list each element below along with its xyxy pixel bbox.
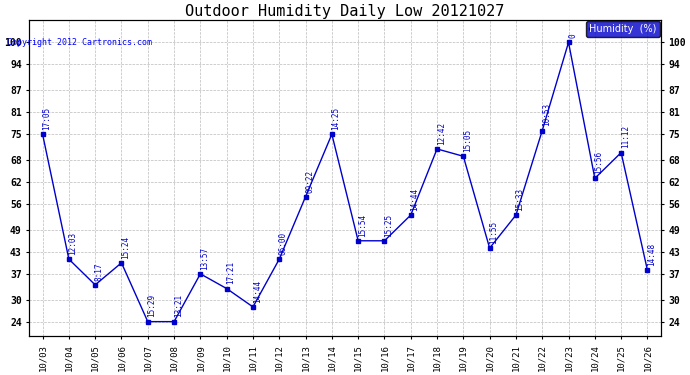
Title: Outdoor Humidity Daily Low 20121027: Outdoor Humidity Daily Low 20121027 [186, 4, 504, 19]
Text: 14:44: 14:44 [411, 188, 420, 211]
Text: 15:33: 15:33 [515, 188, 524, 211]
Text: 15:54: 15:54 [358, 213, 367, 237]
Text: 15:05: 15:05 [463, 129, 472, 152]
Text: 15:24: 15:24 [121, 236, 130, 259]
Text: 15:56: 15:56 [595, 151, 604, 174]
Text: 17:05: 17:05 [42, 107, 51, 130]
Text: 11:12: 11:12 [621, 125, 630, 148]
Text: 12:42: 12:42 [437, 122, 446, 145]
Text: 15:25: 15:25 [384, 213, 393, 237]
Text: 13:21: 13:21 [174, 294, 183, 318]
Text: 14:44: 14:44 [253, 280, 262, 303]
Text: 06:00: 06:00 [279, 232, 288, 255]
Text: 13:57: 13:57 [200, 247, 209, 270]
Text: 0: 0 [568, 34, 578, 38]
Text: 10:53: 10:53 [542, 103, 551, 126]
Text: Copyright 2012 Cartronics.com: Copyright 2012 Cartronics.com [7, 38, 152, 47]
Text: 09:22: 09:22 [305, 170, 314, 192]
Text: 14:25: 14:25 [331, 107, 341, 130]
Text: 14:48: 14:48 [647, 243, 656, 266]
Text: 12:03: 12:03 [68, 232, 77, 255]
Text: 15:29: 15:29 [148, 294, 157, 318]
Text: 11:55: 11:55 [489, 221, 498, 244]
Text: 8:17: 8:17 [95, 262, 103, 281]
Legend: Humidity  (%): Humidity (%) [586, 21, 660, 37]
Text: 17:21: 17:21 [226, 261, 235, 284]
